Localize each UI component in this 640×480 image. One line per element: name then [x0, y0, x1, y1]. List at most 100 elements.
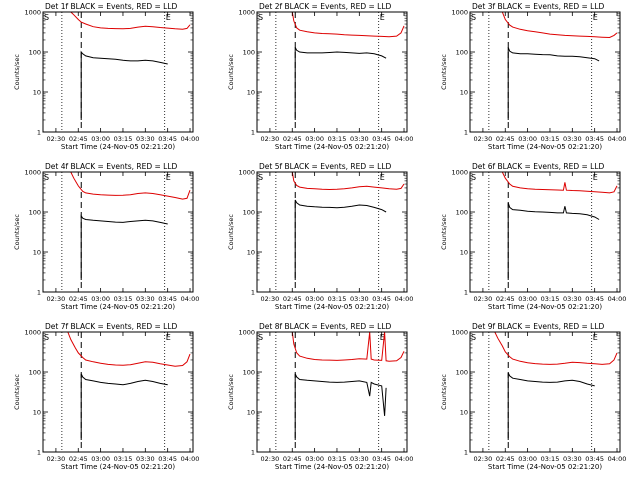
start-marker: S — [258, 333, 263, 342]
x-tick-label: 02:45 — [69, 455, 88, 463]
end-marker: E — [166, 173, 171, 182]
plot-frame — [469, 11, 621, 133]
x-axis-label: Start Time (24-Nov-05 02:21:20) — [488, 303, 602, 311]
end-marker: E — [166, 333, 171, 342]
panel-title: Det 1f BLACK = Events, RED = LLD — [45, 2, 178, 11]
x-tick-label: 03:00 — [91, 135, 110, 143]
x-tick-label: 02:45 — [69, 295, 88, 303]
x-tick-label: 04:00 — [608, 295, 627, 303]
x-tick-label: 03:45 — [372, 135, 391, 143]
y-tick-label: 1 — [37, 129, 41, 137]
x-tick-label: 03:00 — [518, 295, 537, 303]
x-axis-label: Start Time (24-Nov-05 02:21:20) — [61, 303, 175, 311]
x-axis-label: Start Time (24-Nov-05 02:21:20) — [488, 463, 602, 471]
x-tick-label: 02:30 — [47, 135, 66, 143]
x-tick-label: 03:30 — [350, 295, 369, 303]
x-tick-label: 03:15 — [114, 135, 133, 143]
y-tick-label: 100 — [243, 209, 255, 217]
y-tick-label: 1 — [251, 289, 255, 297]
end-marker: E — [593, 333, 598, 342]
x-tick-label: 03:00 — [91, 455, 110, 463]
series-group — [291, 12, 405, 120]
series-group — [291, 172, 405, 280]
panel-title: Det 4f BLACK = Events, RED = LLD — [45, 162, 178, 171]
y-axis-label: Counts/sec — [440, 54, 448, 90]
events-series-line — [507, 202, 600, 280]
x-tick-label: 04:00 — [181, 455, 200, 463]
x-tick-label: 03:00 — [518, 455, 537, 463]
events-series-line — [507, 372, 595, 440]
end-marker: E — [593, 173, 598, 182]
plot-frame — [42, 171, 194, 293]
x-axis-label: Start Time (24-Nov-05 02:21:20) — [61, 143, 175, 151]
y-tick-label: 100 — [29, 369, 41, 377]
x-axis-label: Start Time (24-Nov-05 02:21:20) — [275, 303, 389, 311]
series-group — [67, 332, 191, 440]
x-tick-label: 03:15 — [114, 295, 133, 303]
y-tick-label: 1 — [37, 289, 41, 297]
y-tick-label: 10 — [247, 409, 255, 417]
lld-series-line — [70, 12, 191, 30]
y-tick-label: 1 — [37, 449, 41, 457]
y-axis-label: Counts/sec — [440, 214, 448, 250]
x-axis-label: Start Time (24-Nov-05 02:21:20) — [275, 463, 389, 471]
events-series-line — [80, 50, 168, 120]
lld-series-line — [70, 172, 191, 200]
y-tick-label: 10 — [33, 89, 41, 97]
start-marker: S — [471, 173, 476, 182]
y-axis-label: Counts/sec — [13, 214, 21, 250]
x-tick-label: 04:00 — [395, 135, 414, 143]
x-tick-label: 03:30 — [563, 295, 582, 303]
x-tick-label: 02:30 — [261, 455, 280, 463]
y-tick-label: 1 — [464, 449, 468, 457]
x-tick-label: 03:15 — [328, 135, 347, 143]
y-tick-label: 10 — [247, 249, 255, 257]
x-tick-label: 03:45 — [585, 135, 604, 143]
end-marker: E — [380, 173, 385, 182]
panel-title: Det 5f BLACK = Events, RED = LLD — [259, 162, 392, 171]
x-tick-label: 03:45 — [585, 455, 604, 463]
end-marker: E — [380, 13, 385, 22]
x-tick-label: 03:15 — [541, 135, 560, 143]
x-tick-label: 03:15 — [541, 295, 560, 303]
y-tick-label: 10 — [460, 409, 468, 417]
x-tick-label: 02:45 — [496, 135, 515, 143]
series-group — [501, 12, 618, 120]
x-tick-label: 03:45 — [158, 455, 177, 463]
y-tick-label: 10 — [460, 249, 468, 257]
plot-frame — [42, 11, 194, 133]
y-tick-label: 1000 — [451, 9, 468, 17]
y-axis-label: Counts/sec — [13, 374, 21, 410]
x-tick-label: 03:15 — [541, 455, 560, 463]
x-tick-label: 03:45 — [372, 455, 391, 463]
start-marker: S — [44, 333, 49, 342]
panel-title: Det 3f BLACK = Events, RED = LLD — [472, 2, 605, 11]
y-axis-label: Counts/sec — [13, 54, 21, 90]
plot-frame — [42, 331, 194, 453]
lld-series-line — [501, 172, 618, 194]
x-tick-label: 02:45 — [283, 455, 302, 463]
x-tick-label: 02:30 — [261, 135, 280, 143]
start-marker: S — [471, 13, 476, 22]
panel-title: Det 6f BLACK = Events, RED = LLD — [472, 162, 605, 171]
x-tick-label: 02:45 — [496, 295, 515, 303]
lld-series-line — [494, 332, 618, 365]
x-axis-label: Start Time (24-Nov-05 02:21:20) — [61, 463, 175, 471]
y-axis-label: Counts/sec — [440, 374, 448, 410]
end-marker: E — [380, 333, 385, 342]
lld-series-line — [291, 12, 405, 38]
plot-frame — [256, 331, 408, 453]
y-tick-label: 10 — [33, 249, 41, 257]
series-group — [70, 172, 191, 280]
x-tick-label: 04:00 — [608, 135, 627, 143]
x-tick-label: 03:15 — [328, 295, 347, 303]
y-axis-label: Counts/sec — [227, 54, 235, 90]
x-tick-label: 02:30 — [47, 295, 66, 303]
y-tick-label: 1000 — [451, 169, 468, 177]
